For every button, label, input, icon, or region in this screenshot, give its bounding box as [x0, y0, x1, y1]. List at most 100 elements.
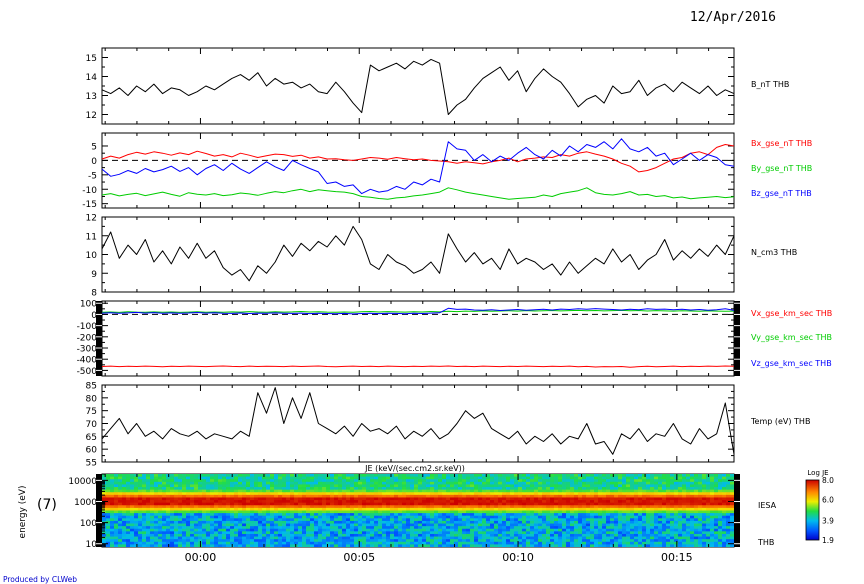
- spectrogram-cell: [586, 544, 591, 547]
- spectrogram-cell: [198, 494, 203, 498]
- spectrogram-cell: [698, 481, 703, 485]
- spectrogram-cell: [246, 481, 251, 485]
- spectrogram-cell: [418, 515, 423, 519]
- spectrogram-cell: [698, 523, 703, 527]
- spectrogram-cell: [306, 541, 311, 545]
- spectrogram-cell: [690, 539, 695, 543]
- spectrogram-cell: [462, 515, 467, 519]
- spectrogram-cell: [450, 474, 455, 478]
- spectrogram-cell: [522, 513, 527, 517]
- spectrogram-cell: [382, 487, 387, 491]
- spectrogram-cell: [118, 518, 123, 522]
- spectrogram-cell: [214, 497, 219, 501]
- spectrogram-cell: [122, 528, 127, 532]
- spectrogram-cell: [610, 507, 615, 511]
- spectrogram-cell: [594, 505, 599, 509]
- spectrogram-cell: [246, 544, 251, 547]
- spectrogram-cell: [226, 479, 231, 483]
- spectrogram-cell: [698, 489, 703, 493]
- spectrogram-cell: [534, 541, 539, 545]
- spectrogram-cell: [162, 476, 167, 480]
- spectrogram-cell: [458, 523, 463, 527]
- spectrogram-cell: [238, 518, 243, 522]
- spectrogram-cell: [110, 497, 115, 501]
- spectrogram-cell: [462, 526, 467, 530]
- spectrogram-cell: [530, 481, 535, 485]
- spectrogram-cell: [178, 505, 183, 509]
- spectrogram-cell: [590, 513, 595, 517]
- spectrogram-cell: [650, 481, 655, 485]
- spectrogram-cell: [574, 544, 579, 547]
- panel-frame: [101, 132, 735, 209]
- spectrogram-cell: [546, 481, 551, 485]
- spectrogram-cell: [330, 513, 335, 517]
- spectrogram-cell: [618, 531, 623, 535]
- spectrogram-cell: [726, 497, 731, 501]
- spectrogram-cell: [446, 484, 451, 488]
- spectrogram-cell: [246, 523, 251, 527]
- spectrogram-cell: [350, 544, 355, 547]
- spectrogram-cell: [322, 507, 327, 511]
- spectrogram-cell: [294, 494, 299, 498]
- spectrogram-cell: [286, 520, 291, 524]
- spectrogram-cell: [598, 510, 603, 514]
- spectrogram-cell: [282, 492, 287, 496]
- spectrogram-cell: [638, 541, 643, 545]
- spectrogram-cell: [542, 502, 547, 506]
- spectrogram-cell: [202, 476, 207, 480]
- spectrogram-cell: [622, 500, 627, 504]
- spectrogram-cell: [278, 505, 283, 509]
- spectrogram-cell: [618, 481, 623, 485]
- spectrogram-cell: [546, 500, 551, 504]
- spectrogram-cell: [394, 500, 399, 504]
- spectrogram-cell: [378, 531, 383, 535]
- spectrogram-cell: [338, 481, 343, 485]
- spectrogram-cell: [410, 510, 415, 514]
- spectrogram-cell: [426, 536, 431, 540]
- spectrogram-cell: [594, 507, 599, 511]
- spectrogram-cell: [646, 513, 651, 517]
- spectrogram-cell: [638, 533, 643, 537]
- spectrogram-cell: [306, 481, 311, 485]
- spectrogram-cell: [662, 494, 667, 498]
- spectrogram-cell: [430, 533, 435, 537]
- spectrogram-cell: [198, 531, 203, 535]
- spectrogram-cell: [190, 526, 195, 530]
- spectrogram-cell: [282, 497, 287, 501]
- spectrogram-cell: [630, 510, 635, 514]
- spectrogram-cell: [126, 515, 131, 519]
- spectrogram-cell: [726, 474, 731, 478]
- spectrogram-cell: [242, 489, 247, 493]
- spectrogram-cell: [142, 531, 147, 535]
- spectrogram-cell: [426, 507, 431, 511]
- spectrogram-cell: [334, 489, 339, 493]
- spectrogram-cell: [686, 505, 691, 509]
- spectrogram-cell: [362, 474, 367, 478]
- spectrogram-cell: [318, 536, 323, 540]
- spectrogram-cell: [718, 497, 723, 501]
- spectrogram-cell: [582, 484, 587, 488]
- spectrogram-cell: [254, 544, 259, 547]
- spectrogram-cell: [590, 531, 595, 535]
- spectrogram-cell: [510, 520, 515, 524]
- spectrogram-cell: [270, 474, 275, 478]
- spectrogram-cell: [398, 492, 403, 496]
- spectrogram-cell: [122, 526, 127, 530]
- spectrogram-cell: [690, 510, 695, 514]
- spectrogram-cell: [182, 489, 187, 493]
- spectrogram-cell: [618, 541, 623, 545]
- axis-bar-left: [96, 301, 102, 376]
- spectrogram-cell: [494, 539, 499, 543]
- spectrogram-cell: [450, 487, 455, 491]
- spectrogram-cell: [210, 505, 215, 509]
- spectrogram-cell: [610, 513, 615, 517]
- spectrogram-cell: [418, 489, 423, 493]
- spectrogram-cell: [630, 481, 635, 485]
- spectrogram-cell: [354, 507, 359, 511]
- spectrogram-cell: [622, 479, 627, 483]
- spectrogram-cell: [602, 476, 607, 480]
- spectrogram-cell: [202, 544, 207, 547]
- spectrogram-cell: [666, 502, 671, 506]
- spectrogram-cell: [242, 526, 247, 530]
- spectrogram-cell: [674, 520, 679, 524]
